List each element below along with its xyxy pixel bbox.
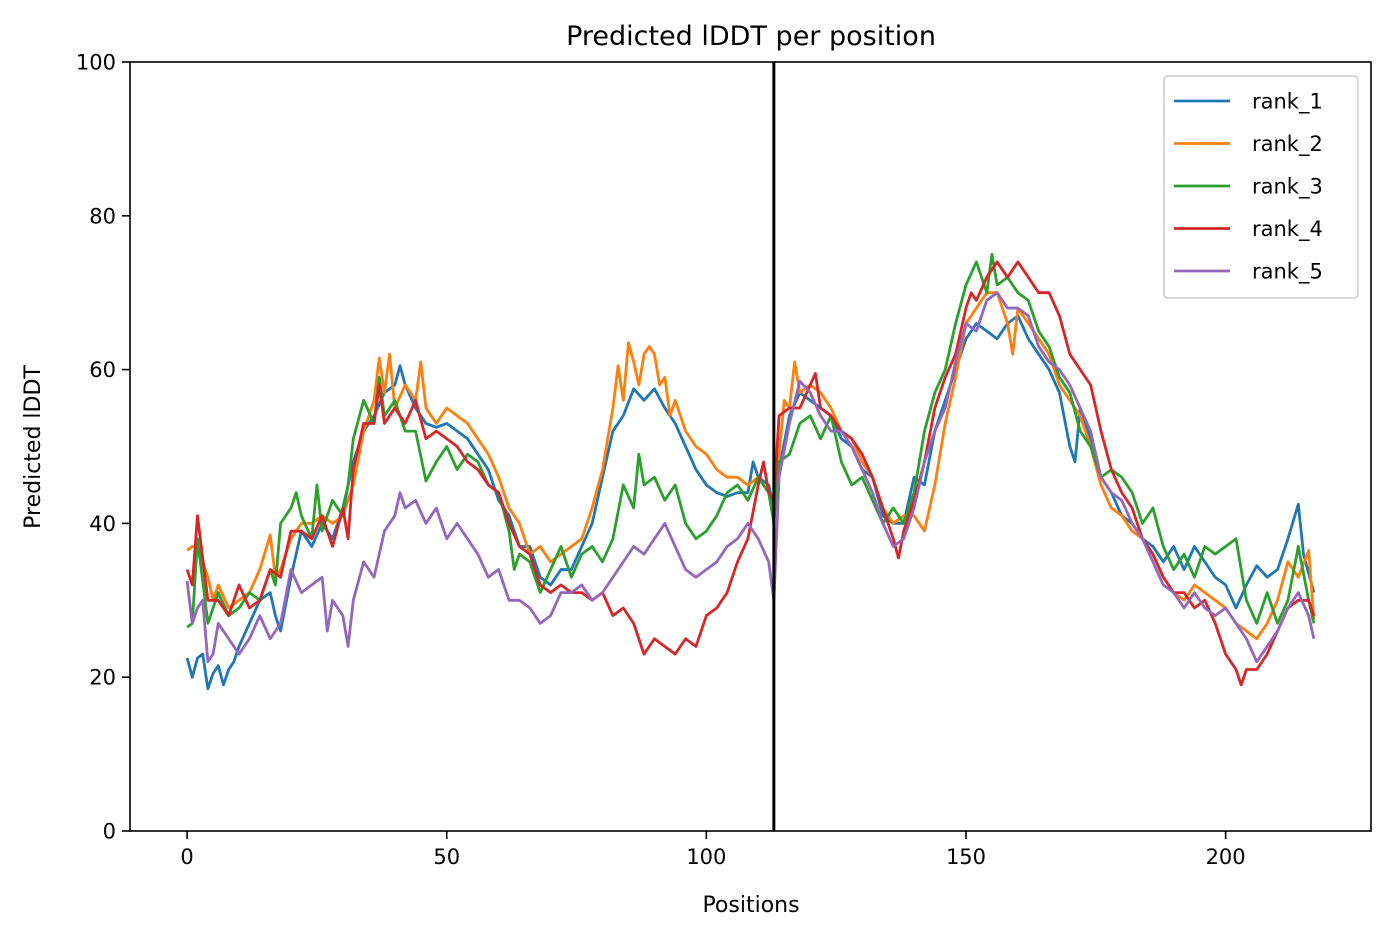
y-tick-label: 60	[89, 358, 116, 382]
legend-label: rank_1	[1252, 90, 1323, 115]
series-line-rank-4	[185, 260, 1316, 687]
legend: rank_1 rank_2 rank_3 rank_4 rank_5	[1163, 75, 1359, 299]
legend-label: rank_2	[1252, 132, 1323, 157]
axes: 0 50 100 150 200 0 20 40 60 80 100	[76, 51, 1372, 869]
x-tick-label: 150	[946, 845, 986, 869]
x-tick-label: 100	[686, 845, 726, 869]
legend-label: rank_5	[1252, 260, 1323, 285]
y-tick-label: 40	[89, 512, 116, 536]
y-tick-label: 20	[89, 666, 116, 690]
y-axis-label: Predicted lDDT	[21, 365, 46, 529]
x-tick-label: 50	[433, 845, 460, 869]
y-tick-label: 0	[103, 820, 116, 844]
series-line-rank-3	[186, 252, 1316, 629]
series-line-rank-1	[185, 314, 1316, 691]
x-axis-label: Positions	[702, 893, 799, 918]
plot-area	[185, 62, 1316, 831]
legend-box	[1163, 75, 1359, 299]
y-tick-label: 80	[89, 204, 116, 228]
y-tick-label: 100	[76, 51, 116, 75]
series-line-rank-2	[186, 291, 1316, 641]
x-tick-label: 200	[1206, 845, 1246, 869]
series-line-rank-5	[185, 291, 1316, 664]
chart-title: Predicted lDDT per position	[566, 21, 936, 52]
axes-frame	[129, 61, 1372, 832]
legend-label: rank_4	[1252, 217, 1323, 242]
x-tick-label: 0	[180, 845, 193, 869]
legend-label: rank_3	[1252, 175, 1323, 200]
